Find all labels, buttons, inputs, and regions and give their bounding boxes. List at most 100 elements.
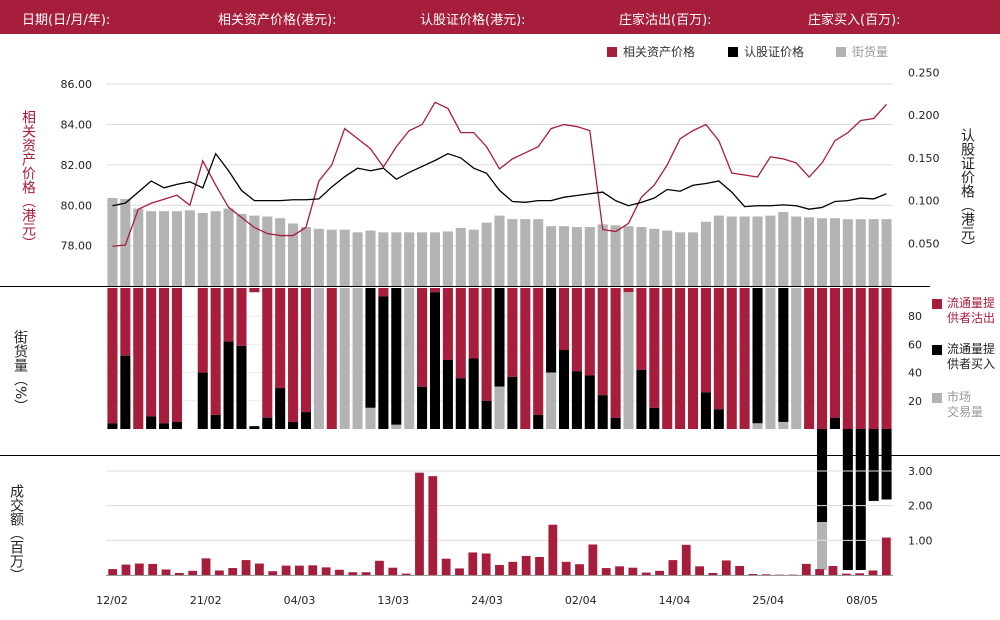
turnover-bar <box>441 558 451 575</box>
legend-lp-buy[interactable]: 流通量提 供者买入 <box>932 342 998 374</box>
turnover-bar <box>708 572 718 575</box>
lp-sell-bar <box>417 288 428 387</box>
outstanding-bar <box>210 211 221 286</box>
outstanding-bar <box>197 212 208 286</box>
lp-sell-bar <box>468 288 479 359</box>
turnover-bar <box>348 572 358 575</box>
outstanding-bar <box>404 232 415 286</box>
lp-sell-bar <box>687 288 699 429</box>
turnover-bar <box>335 569 344 575</box>
outstanding-bar <box>726 216 737 286</box>
lp-sell-bar <box>378 288 389 297</box>
y-left-tick: 82.00 <box>61 159 93 172</box>
lp-sell-bar <box>636 288 647 370</box>
turnover-bar <box>748 573 758 575</box>
market-volume-bar <box>352 288 363 429</box>
turnover-bar <box>468 552 478 575</box>
legend-market[interactable]: 市场 交易量 <box>932 390 998 422</box>
y-right-tick: 0.200 <box>908 109 940 122</box>
legend-underlying[interactable]: 相关资产价格 <box>607 43 695 60</box>
outstanding-bar <box>636 227 647 286</box>
lp-sell-bar <box>249 288 260 293</box>
lp-buy-bar <box>442 359 453 429</box>
turnover-bar <box>295 565 304 575</box>
legend-lp-sell[interactable]: 流通量提 供者沽出 <box>932 296 998 328</box>
outstanding-bar <box>249 215 260 286</box>
turnover-bar <box>521 555 531 575</box>
x-tick-label: 04/03 <box>284 594 316 607</box>
outstanding-bar <box>417 232 428 286</box>
y-left-tick: 80.00 <box>61 199 93 212</box>
lp-sell-bar <box>571 288 582 372</box>
market-volume-bar <box>339 288 350 429</box>
y-mid-tick: 60 <box>908 338 922 351</box>
turnover-bar <box>134 563 144 575</box>
lp-buy-bar <box>558 350 570 429</box>
outstanding-bar <box>429 232 441 286</box>
outstanding-bar <box>275 218 286 286</box>
lp-buy-bar <box>417 386 428 429</box>
lp-buy-bar <box>288 421 299 429</box>
lp-sell-bar <box>623 288 634 293</box>
lp-buy-bar <box>300 412 312 429</box>
y-mid-tick: 40 <box>908 367 922 380</box>
lp-sell-bar <box>597 288 608 396</box>
legend-warrant[interactable]: 认股证价格 <box>728 43 804 60</box>
y-left-tick: 84.00 <box>61 119 93 132</box>
outstanding-bar <box>184 210 195 286</box>
lp-sell-label: 庄家沽出(百万): <box>619 13 712 28</box>
outstanding-bar <box>107 198 118 286</box>
header-bar: 日期(日/月/年): 相关资产价格(港元): 认股证价格(港元): 庄家沽出(百… <box>0 0 1000 34</box>
lp-buy-bar <box>842 429 853 570</box>
warrant-price-label: 认股证价格(港元): <box>420 13 526 28</box>
turnover-bar <box>148 563 158 575</box>
turnover-bar <box>761 574 771 575</box>
lp-buy-bar <box>571 371 582 429</box>
lp-buy-bar <box>649 407 660 429</box>
outstanding-bar <box>649 228 660 286</box>
lp-sell-bar <box>171 288 182 422</box>
lp-buy-label: 庄家买入(百万): <box>808 13 901 28</box>
turnover-bar <box>495 564 504 575</box>
lp-buy-bar <box>700 392 711 429</box>
outstanding-bar <box>533 219 544 286</box>
turnover-bar <box>735 565 745 575</box>
lp-sell-bar <box>558 288 570 351</box>
market-volume-bar <box>791 288 802 429</box>
outstanding-bar <box>365 230 376 286</box>
turnover-bar <box>655 570 664 575</box>
lp-sell-text-1: 流通量提 <box>947 296 996 310</box>
y-right-title: 认股证价格（港元） <box>959 128 975 254</box>
market-text: 市场 交易量 <box>947 390 983 420</box>
y-vol-tick: 3.00 <box>908 465 933 478</box>
lp-sell-bar <box>881 288 892 429</box>
warrant-price-line <box>112 152 887 210</box>
lp-sell-bar <box>675 288 686 429</box>
outstanding-bar <box>817 218 828 286</box>
lp-sell-bar <box>842 288 853 429</box>
legend-outstanding-text: 街货量 <box>852 45 889 59</box>
lp-sell-bar <box>262 288 273 418</box>
turnover-bar <box>241 560 251 575</box>
outstanding-bar <box>610 225 621 286</box>
lp-sell-bar <box>159 288 170 424</box>
turnover-bar <box>588 544 598 575</box>
outstanding-bar <box>855 219 866 286</box>
outstanding-bar <box>713 215 724 286</box>
x-tick-label: 13/03 <box>377 594 409 607</box>
outstanding-bar <box>765 215 776 286</box>
turnover-bar <box>628 567 638 575</box>
turnover-bar <box>388 567 398 575</box>
lp-buy-bar <box>429 292 441 429</box>
lp-sell-text-2: 供者沽出 <box>947 311 996 325</box>
outstanding-bar <box>159 211 170 286</box>
lp-buy-bar <box>236 345 247 429</box>
lp-buy-text: 流通量提 供者买入 <box>947 342 995 372</box>
lp-buy-text-2: 供者买入 <box>947 357 996 371</box>
date-label: 日期(日/月/年): <box>22 13 111 28</box>
lp-sell-bar <box>507 288 518 377</box>
legend-outstanding[interactable]: 街货量 <box>836 43 888 60</box>
market-text-2: 交易量 <box>947 405 984 419</box>
y-bottom-title: 成交额（百万） <box>8 484 24 582</box>
